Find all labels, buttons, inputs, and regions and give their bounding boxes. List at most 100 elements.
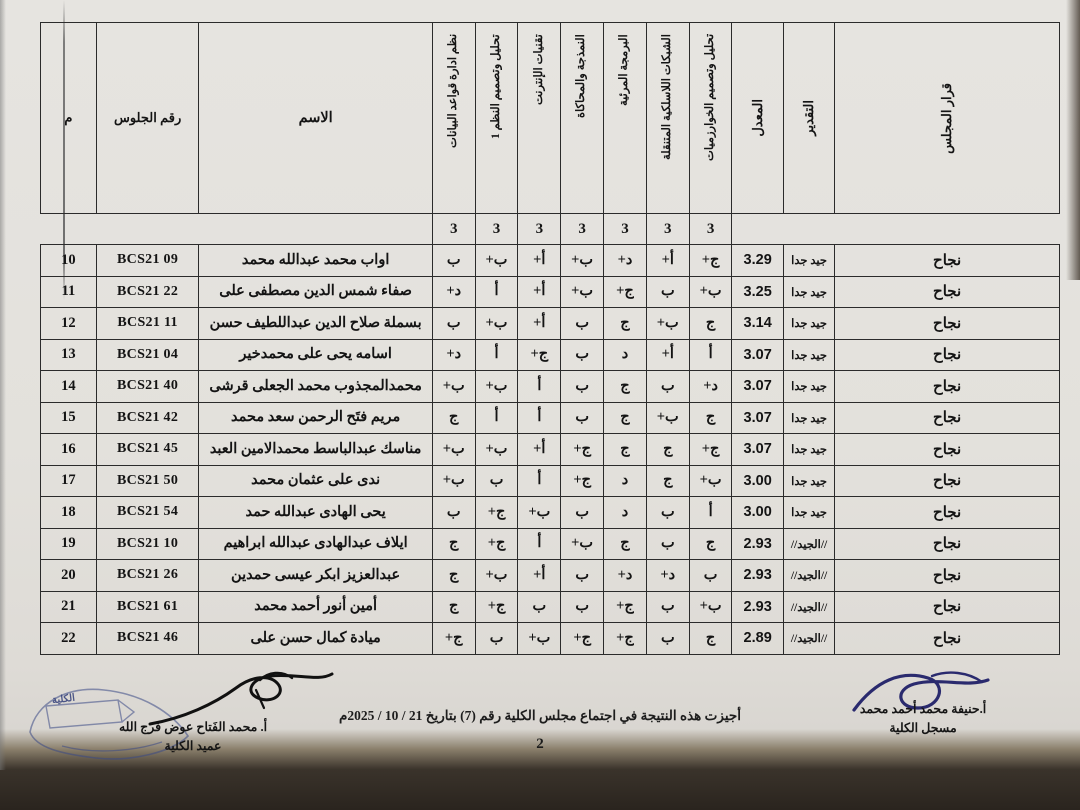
cell-seat-number: BCS21 42 — [95, 401, 200, 434]
credit-hours-3: 3 — [603, 213, 647, 245]
cell-student-name: اواب محمد عبدالله محمد — [198, 244, 433, 277]
cell-student-name: ميادة كمال حسن على — [198, 622, 433, 655]
header-subject-6-label: تحليل وتصميم النظم 1 — [489, 34, 502, 139]
cell-seat-number: BCS21 46 — [95, 622, 200, 655]
cell-grade-2: ج — [645, 464, 690, 497]
cell-council-decision: نجاح — [834, 401, 1060, 434]
cell-council-decision: نجاح — [834, 464, 1060, 497]
cell-grade-2: أ+ — [645, 338, 690, 371]
cell-estimation: جيد جدا — [782, 275, 836, 308]
cell-grade-6: أ — [474, 401, 519, 434]
cell-index: 11 — [40, 275, 97, 308]
table-row: نجاح جيد جدا 3.00 ب+ ج د ج+ أ ب ب+ ندى على عثمان م… — [40, 464, 1060, 497]
cell-seat-number: BCS21 45 — [95, 433, 200, 466]
dean-title: عميد الكلية — [164, 738, 222, 753]
cell-seat-number: BCS21 54 — [95, 496, 200, 529]
cell-grade-7: د+ — [431, 338, 476, 371]
cell-seat-number: BCS21 22 — [95, 275, 200, 308]
cell-estimation: جيد جدا — [782, 244, 836, 277]
cell-grade-2: د+ — [645, 559, 690, 592]
table-head: قرار المجلس التقدير المعدل تحليل وتصميم … — [40, 22, 1060, 245]
cell-grade-1: ب — [688, 559, 733, 592]
cell-grade-6: ب+ — [474, 244, 519, 277]
cell-grade-2: ب — [645, 370, 690, 403]
header-row: قرار المجلس التقدير المعدل تحليل وتصميم … — [40, 22, 1060, 214]
cell-gpa: 2.89 — [731, 622, 784, 655]
table-row: نجاح جيد جدا 3.07 أ أ+ د ب ج+ أ د+ اسامه يحى على م… — [40, 338, 1060, 371]
cell-estimation: //الجيد// — [782, 622, 836, 655]
table-body: نجاح جيد جدا 3.29 ج+ أ+ د+ ب+ أ+ ب+ ب اواب محمد عب… — [40, 244, 1060, 655]
approval-note: أجيزت هذه النتيجة في اجتماع مجلس الكلية … — [339, 708, 741, 723]
table-row: نجاح جيد جدا 3.00 أ ب د ب ب+ ج+ ب يحى الهادى عبدال… — [40, 496, 1060, 529]
cell-seat-number: BCS21 50 — [95, 464, 200, 497]
cell-grade-5: ب — [517, 590, 562, 623]
cell-index: 21 — [40, 590, 97, 623]
cell-student-name: عبدالعزيز ابكر عيسى حمدين — [198, 559, 433, 592]
cell-student-name: يحى الهادى عبدالله حمد — [198, 496, 433, 529]
header-subject-1-label: تحليل وتصميم الخوارزميات — [703, 34, 716, 162]
cell-gpa: 2.93 — [731, 590, 784, 623]
cell-grade-3: ج — [603, 433, 647, 466]
cell-grade-7: ج+ — [431, 622, 476, 655]
cell-grade-6: ب+ — [474, 559, 519, 592]
cell-council-decision: نجاح — [834, 559, 1060, 592]
header-subject-5: تقنيات الإنترنت — [517, 22, 562, 214]
cell-grade-7: ب — [431, 244, 476, 277]
cell-index: 20 — [40, 559, 97, 592]
cell-council-decision: نجاح — [834, 307, 1060, 340]
table-row: نجاح جيد جدا 3.07 ج+ ج ج ج+ أ+ ب+ ب+ مناسك عبدالبا… — [40, 433, 1060, 466]
cell-estimation: جيد جدا — [782, 338, 836, 371]
cell-grade-4: ب — [560, 401, 605, 434]
cell-grade-3: ج — [603, 307, 647, 340]
cell-council-decision: نجاح — [834, 338, 1060, 371]
cell-grade-7: ب — [431, 496, 476, 529]
results-table: قرار المجلس التقدير المعدل تحليل وتصميم … — [40, 22, 1060, 655]
table-row: نجاح//الجيد//2.89 ج ب ج+ ج+ ب+ ب ج+ ميادة كمال ح… — [40, 622, 1060, 655]
header-subject-6: تحليل وتصميم النظم 1 — [474, 22, 519, 214]
cell-seat-number: BCS21 61 — [95, 590, 200, 623]
stamp-text: الكلية — [51, 692, 76, 707]
cell-index: 15 — [40, 401, 97, 434]
cell-index: 19 — [40, 527, 97, 560]
cell-grade-7: ب+ — [431, 464, 476, 497]
cell-grade-7: ج — [431, 590, 476, 623]
header-name: الاسم — [198, 22, 433, 214]
cell-council-decision: نجاح — [834, 433, 1060, 466]
cell-grade-3: ج+ — [603, 590, 647, 623]
cell-index: 17 — [40, 464, 97, 497]
cell-grade-7: ب+ — [431, 433, 476, 466]
header-subject-7-label: نظم ادارة قواعد البيانات — [446, 34, 459, 149]
cell-grade-1: أ — [688, 338, 733, 371]
cell-grade-7: د+ — [431, 275, 476, 308]
cell-grade-1: ب+ — [688, 464, 733, 497]
credit-hours-6: 3 — [474, 213, 519, 245]
cell-grade-5: أ — [517, 527, 562, 560]
cell-grade-1: ج — [688, 622, 733, 655]
cell-council-decision: نجاح — [834, 370, 1060, 403]
cell-grade-6: ج+ — [474, 496, 519, 529]
cell-grade-1: ج+ — [688, 433, 733, 466]
cell-estimation: جيد جدا — [782, 464, 836, 497]
cell-grade-6: أ — [474, 275, 519, 308]
cell-index: 14 — [40, 370, 97, 403]
cell-grade-2: ب — [645, 590, 690, 623]
cell-gpa: 2.93 — [731, 559, 784, 592]
cell-student-name: بسملة صلاح الدين عبداللطيف حسن — [198, 307, 433, 340]
cell-grade-5: ب+ — [517, 496, 562, 529]
cell-grade-6: ج+ — [474, 590, 519, 623]
cell-grade-6: ب — [474, 622, 519, 655]
cell-grade-6: ب+ — [474, 433, 519, 466]
table-row: نجاح جيد جدا 3.25 ب+ ب ج+ ب+ أ+ أ د+ صفاء شمس الدي… — [40, 275, 1060, 308]
cell-grade-6: ب+ — [474, 307, 519, 340]
cell-grade-7: ب+ — [431, 370, 476, 403]
cell-index: 13 — [40, 338, 97, 371]
header-council-decision: قرار المجلس — [834, 22, 1060, 214]
cell-index: 22 — [40, 622, 97, 655]
cell-seat-number: BCS21 40 — [95, 370, 200, 403]
cell-gpa: 3.29 — [731, 244, 784, 277]
cell-grade-7: ج — [431, 401, 476, 434]
cell-index: 18 — [40, 496, 97, 529]
cell-grade-2: ب+ — [645, 401, 690, 434]
header-subject-4-label: النمذجة والمحاكاة — [575, 34, 588, 118]
